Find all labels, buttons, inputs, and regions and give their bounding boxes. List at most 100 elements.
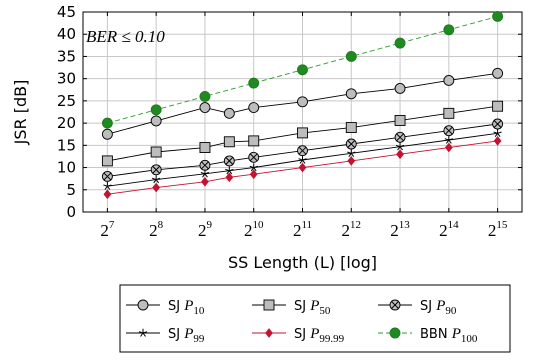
legend-marker [137,299,149,311]
x-tick-base: 2 [149,221,158,240]
x-tick-exponent: 10 [252,219,264,231]
legend-item: BBN P100 [378,326,478,345]
data-point [223,155,235,167]
x-tick-exponent: 9 [206,219,212,231]
x-tick-base: 2 [342,221,351,240]
data-point [394,82,406,94]
series-line [107,105,498,162]
legend-marker [389,299,401,311]
data-point [150,164,162,176]
data-point [492,118,504,130]
x-tick-label: 28 [149,219,164,240]
x-tick-exponent: 12 [350,219,361,231]
data-point [444,142,453,153]
legend-marker [265,328,273,338]
data-point [248,102,260,114]
x-tick-exponent: 8 [158,219,164,231]
y-tick-label: 10 [57,159,76,177]
data-point [345,122,357,134]
y-tick-label: 35 [57,47,76,65]
data-point [347,149,356,158]
data-point [199,159,211,171]
x-tick-base: 2 [390,221,399,240]
y-tick-label: 5 [66,181,76,199]
data-point [492,10,504,22]
data-point [199,142,211,154]
data-point [345,88,357,100]
data-point [347,156,356,166]
data-point [103,189,112,200]
series-bbn-p100 [101,10,504,129]
y-axis-ticks: 0 5 10 15 20 25 30 35 40 45 [57,3,522,221]
data-point [223,136,235,148]
data-point [297,96,308,108]
x-tick-label: 213 [390,219,410,240]
legend-item: SJ P50 [252,298,331,317]
data-point [492,100,504,112]
data-point [394,131,406,143]
legend-item: SJ P99 [126,326,205,345]
y-tick-label: 45 [57,3,76,21]
y-tick-label: 40 [57,25,76,43]
data-point [150,115,162,127]
data-point [297,145,308,157]
data-point [443,74,455,86]
x-tick-base: 2 [293,221,302,240]
series-layer [101,10,504,200]
data-point [199,102,211,114]
x-tick-base: 2 [198,221,207,240]
legend: SJ P10 SJ P50 SJ P90 SJ P99 SJ P99.99 BBN P10… [119,284,511,353]
series-sj-p99-99 [103,136,502,200]
series-sj-p10 [101,67,504,140]
legend-box [119,284,511,353]
series-line [107,132,498,187]
series-line [107,72,498,135]
data-point [199,90,211,102]
legend-marker [389,327,401,339]
data-point [101,117,113,129]
x-axis-ticks: 27 28 29 210 211 212 213 214 215 [100,12,508,240]
x-tick-base: 2 [100,221,109,240]
x-tick-exponent: 15 [496,219,508,231]
data-point [297,127,308,139]
series-line [107,140,498,195]
x-tick-label: 210 [244,219,264,240]
data-point [249,163,258,172]
x-tick-label: 29 [198,219,213,240]
legend-marker [263,299,275,311]
x-tick-label: 212 [342,219,362,240]
data-point [248,77,260,89]
x-tick-label: 27 [100,219,115,240]
x-tick-exponent: 11 [301,219,312,231]
series-sj-p90 [101,118,504,182]
x-tick-exponent: 13 [399,219,411,231]
y-tick-label: 0 [66,203,76,221]
data-point [297,64,308,76]
x-axis-label: SS Length (L) [log] [228,253,377,272]
legend-label: SJ P90 [420,298,457,317]
data-point [225,166,234,175]
y-axis-label: JSR [dB] [11,80,30,146]
data-point [201,176,209,187]
data-point [152,175,161,184]
x-tick-base: 2 [488,221,497,240]
y-tick-label: 15 [57,136,76,154]
legend-item: SJ P10 [126,298,205,317]
data-point [345,138,357,150]
data-point [200,169,210,178]
x-tick-base: 2 [244,221,253,240]
x-tick-exponent: 14 [448,219,460,231]
x-tick-base: 2 [439,221,448,240]
legend-label: SJ P10 [168,298,205,317]
data-point [152,182,161,193]
x-tick-label: 214 [439,219,459,240]
series-line [107,123,498,177]
series-sj-p99 [103,129,502,190]
data-point [249,169,258,180]
legend-item: SJ P99.99 [252,326,345,345]
data-point [248,135,260,147]
legend-label: SJ P99 [168,326,205,345]
data-point [394,114,406,126]
x-tick-label: 215 [488,219,508,240]
legend-item: SJ P90 [378,298,457,317]
